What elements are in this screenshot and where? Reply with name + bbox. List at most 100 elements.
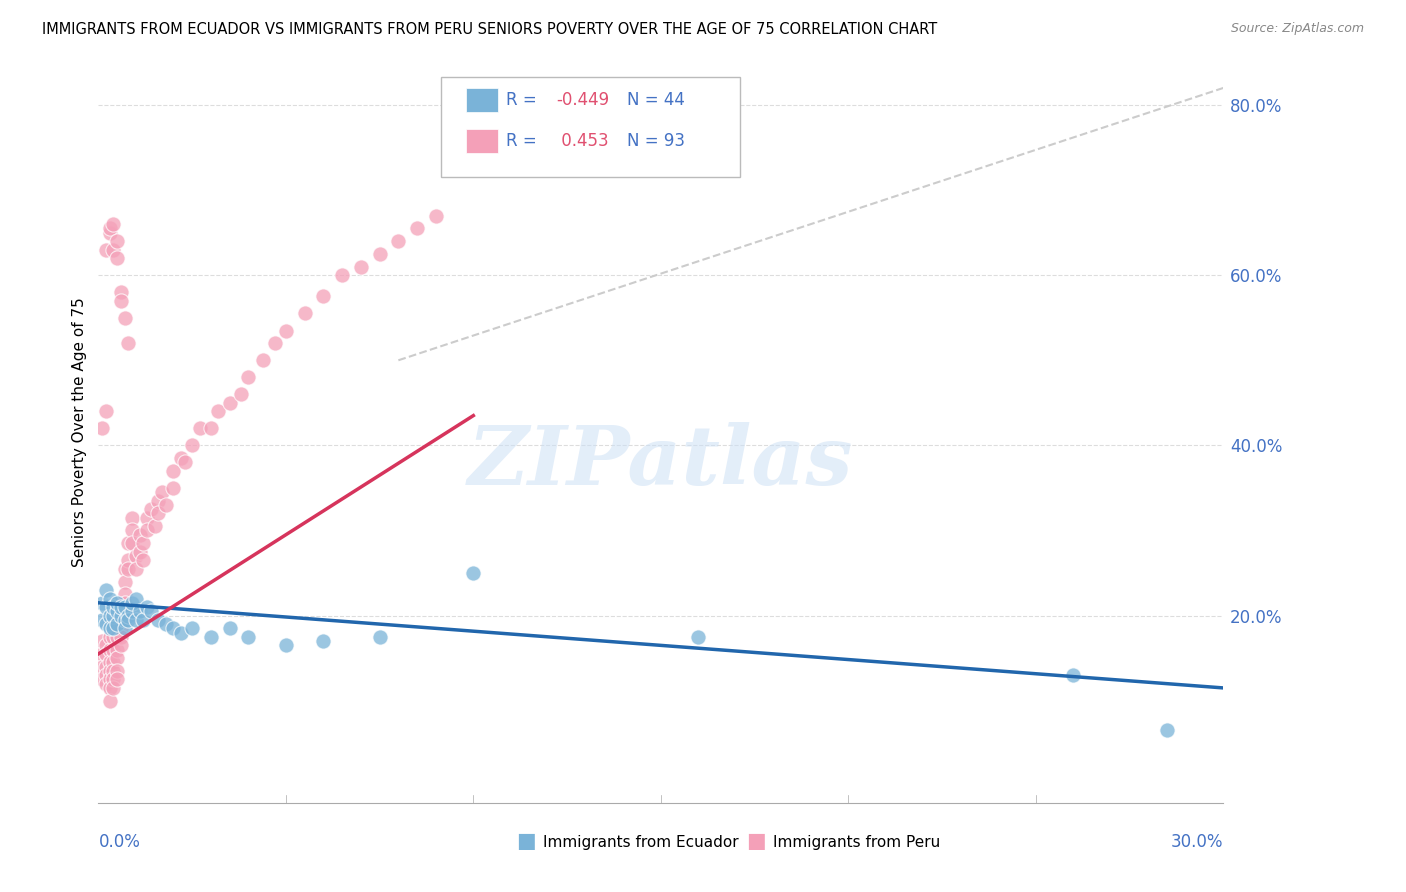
Point (139, 502, 162, 516)
Text: ■: ■ (516, 831, 536, 851)
Point (98, 621, 121, 635)
Point (103, 656, 125, 670)
Point (143, 519, 166, 533)
Point (98, 226, 121, 240)
Text: N = 44: N = 44 (627, 91, 685, 109)
Point (94, 668, 117, 682)
Point (105, 651, 128, 665)
Point (173, 455, 195, 469)
Point (105, 617, 128, 632)
Y-axis label: Seniors Poverty Over the Age of 75: Seniors Poverty Over the Age of 75 (72, 298, 87, 567)
Point (150, 485, 173, 500)
Point (263, 336, 285, 351)
Point (105, 630, 128, 644)
Point (98, 694, 121, 708)
Point (312, 289, 335, 303)
Point (114, 604, 136, 618)
Point (91, 421, 114, 435)
Point (181, 621, 204, 635)
Point (125, 562, 148, 576)
Point (114, 574, 136, 589)
Text: IMMIGRANTS FROM ECUADOR VS IMMIGRANTS FROM PERU SENIORS POVERTY OVER THE AGE OF : IMMIGRANTS FROM ECUADOR VS IMMIGRANTS FR… (42, 22, 938, 37)
Point (350, 260, 373, 274)
Point (162, 464, 184, 478)
Point (121, 536, 143, 550)
Point (218, 396, 240, 410)
Point (98, 608, 121, 623)
Point (121, 596, 143, 610)
Point (110, 608, 132, 623)
Point (132, 536, 155, 550)
Point (103, 664, 125, 678)
Point (94, 647, 117, 661)
Point (117, 613, 139, 627)
Point (136, 524, 159, 538)
FancyBboxPatch shape (467, 88, 498, 112)
FancyBboxPatch shape (441, 78, 740, 178)
Point (128, 527, 150, 541)
Point (91, 596, 114, 610)
Point (181, 438, 204, 452)
Point (103, 673, 125, 687)
Point (103, 217, 125, 231)
Point (121, 510, 143, 524)
Point (105, 664, 128, 678)
Point (148, 613, 170, 627)
Point (94, 404, 117, 418)
Point (238, 630, 260, 644)
Point (252, 353, 274, 368)
Text: Immigrants from Ecuador: Immigrants from Ecuador (543, 835, 738, 850)
Point (91, 613, 114, 627)
Point (125, 549, 148, 563)
Point (162, 481, 184, 495)
Text: R =: R = (506, 132, 541, 150)
Point (238, 370, 260, 384)
Point (105, 673, 128, 687)
Text: Immigrants from Peru: Immigrants from Peru (773, 835, 941, 850)
Point (94, 659, 117, 673)
Point (94, 582, 117, 597)
Point (114, 310, 136, 325)
Point (368, 630, 391, 644)
Text: 0.453: 0.453 (557, 132, 609, 150)
Text: R =: R = (506, 91, 541, 109)
Point (105, 251, 128, 265)
Point (148, 507, 170, 521)
Text: 0.0%: 0.0% (98, 833, 141, 851)
Text: Source: ZipAtlas.com: Source: ZipAtlas.com (1230, 22, 1364, 36)
Point (136, 510, 159, 524)
Point (103, 243, 125, 257)
Point (406, 221, 429, 235)
Text: -0.449: -0.449 (557, 91, 609, 109)
Text: ■: ■ (747, 831, 766, 851)
Point (128, 545, 150, 559)
Point (1156, 723, 1178, 738)
Point (139, 604, 162, 618)
Point (274, 639, 297, 653)
Point (94, 243, 117, 257)
Point (294, 306, 316, 320)
Point (1062, 668, 1084, 682)
Point (117, 562, 139, 576)
Point (128, 604, 150, 618)
Point (110, 293, 132, 308)
Point (110, 596, 132, 610)
Text: N = 93: N = 93 (627, 132, 685, 150)
Text: 30.0%: 30.0% (1171, 833, 1223, 851)
Point (132, 613, 155, 627)
Point (98, 681, 121, 695)
Point (132, 553, 155, 567)
Point (91, 634, 114, 648)
Point (368, 247, 391, 261)
Point (103, 600, 125, 615)
Point (207, 404, 229, 418)
Point (103, 630, 125, 644)
Point (91, 647, 114, 661)
Point (229, 387, 252, 401)
Point (105, 234, 128, 248)
Point (114, 600, 136, 615)
Point (98, 221, 121, 235)
Point (463, 566, 485, 580)
Point (98, 664, 121, 678)
Point (121, 524, 143, 538)
